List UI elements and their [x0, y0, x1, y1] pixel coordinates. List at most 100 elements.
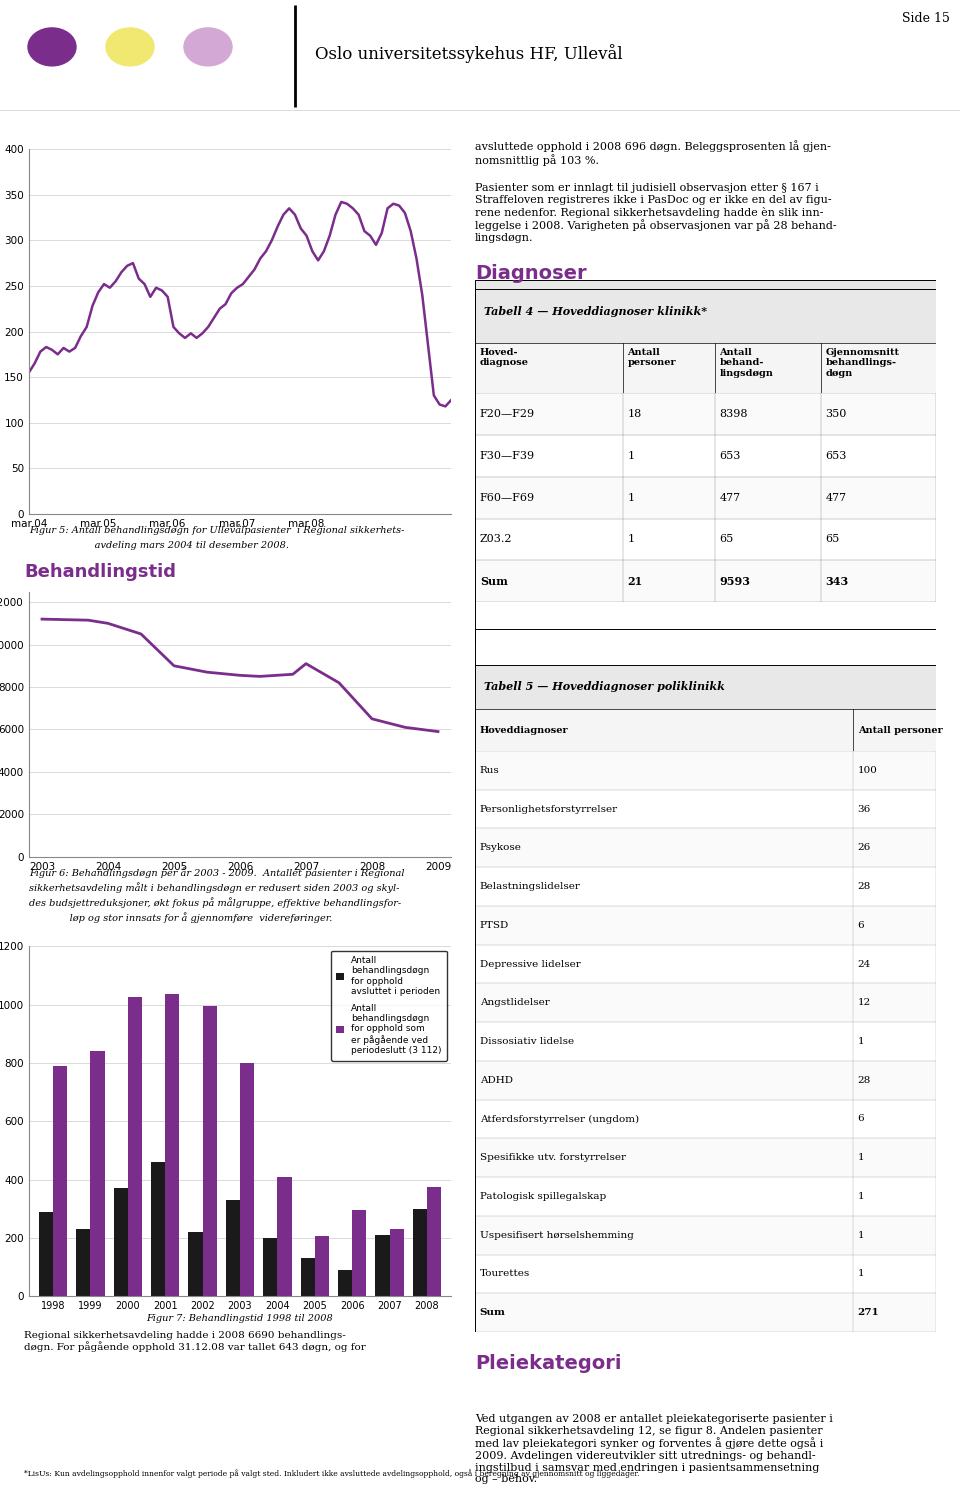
Text: 9593: 9593	[719, 575, 751, 587]
Ellipse shape	[106, 28, 154, 66]
Bar	[90, 1052, 105, 1296]
Bar	[413, 1208, 427, 1296]
Text: Side 15: Side 15	[902, 12, 950, 25]
Text: 36: 36	[857, 805, 871, 814]
Bar	[338, 1269, 352, 1296]
Text: F20—F29: F20—F29	[480, 410, 535, 419]
Bar	[352, 1210, 367, 1296]
Bar	[151, 1162, 165, 1296]
Text: Personlighetsforstyrrelser: Personlighetsforstyrrelser	[480, 805, 618, 814]
Bar	[203, 1006, 217, 1296]
Text: Antall personer: Antall personer	[857, 726, 943, 735]
Text: Oslo universitetssykehus HF, Ullevål: Oslo universitetssykehus HF, Ullevål	[315, 45, 623, 64]
Text: avsluttede opphold i 2008 696 døgn. Beleggsprosenten lå gjen-
nomsnittlig på 103: avsluttede opphold i 2008 696 døgn. Bele…	[475, 140, 831, 165]
Text: Hoved-
diagnose: Hoved- diagnose	[480, 347, 529, 367]
Text: Angstlidelser: Angstlidelser	[480, 998, 549, 1007]
Text: Gjennomsnitt
behandlings-
døgn: Gjennomsnitt behandlings- døgn	[826, 347, 900, 377]
Bar	[390, 1229, 404, 1296]
Text: 1: 1	[857, 1153, 864, 1162]
Text: avdeling mars 2004 til desember 2008.: avdeling mars 2004 til desember 2008.	[29, 541, 289, 550]
Bar	[263, 1238, 277, 1296]
Bar	[113, 1189, 128, 1296]
Bar	[39, 1211, 53, 1296]
Text: Tabell 4 — Hoveddiagnoser klinikk*: Tabell 4 — Hoveddiagnoser klinikk*	[485, 305, 708, 317]
Text: 21: 21	[627, 575, 642, 587]
Text: 26: 26	[857, 843, 871, 852]
Text: PTSD: PTSD	[480, 921, 509, 930]
Bar	[427, 1188, 441, 1296]
Text: F60—F69: F60—F69	[480, 493, 535, 502]
Text: Hoveddiagnoser: Hoveddiagnoser	[480, 726, 568, 735]
Text: Z03.2: Z03.2	[480, 535, 513, 544]
Text: 65: 65	[719, 535, 733, 544]
Text: 1: 1	[627, 451, 635, 460]
Text: Dissosiativ lidelse: Dissosiativ lidelse	[480, 1037, 574, 1046]
Text: Patologisk spillegalskap: Patologisk spillegalskap	[480, 1192, 606, 1201]
Text: Rus: Rus	[480, 766, 499, 775]
Bar	[240, 1062, 254, 1296]
Text: des budsjettreduksjoner, økt fokus på målgruppe, effektive behandlingsfor-: des budsjettreduksjoner, økt fokus på må…	[29, 897, 401, 907]
Text: 350: 350	[826, 410, 847, 419]
Text: Pleiekategori: Pleiekategori	[475, 1354, 622, 1374]
Text: Diagnoser: Diagnoser	[475, 264, 587, 283]
Text: 477: 477	[826, 493, 847, 502]
Text: sikkerhetsavdeling målt i behandlingsdøgn er redusert siden 2003 og skyl-: sikkerhetsavdeling målt i behandlingsdøg…	[29, 882, 399, 893]
Bar	[165, 994, 180, 1296]
Text: 1: 1	[627, 493, 635, 502]
Text: 28: 28	[857, 1076, 871, 1085]
Text: 18: 18	[627, 410, 641, 419]
Text: 8398: 8398	[719, 410, 748, 419]
Text: 1: 1	[857, 1037, 864, 1046]
Bar	[128, 997, 142, 1296]
Text: 1: 1	[857, 1192, 864, 1201]
Text: 24: 24	[857, 960, 871, 969]
Text: Psykose: Psykose	[480, 843, 521, 852]
Bar	[300, 1259, 315, 1296]
Text: Antall
behand-
lingsdøgn: Antall behand- lingsdøgn	[719, 347, 774, 377]
Text: Tabell 5 — Hoveddiagnoser poliklinikk: Tabell 5 — Hoveddiagnoser poliklinikk	[485, 681, 726, 693]
Text: Sum: Sum	[480, 575, 508, 587]
Text: 65: 65	[826, 535, 840, 544]
Bar	[226, 1199, 240, 1296]
Bar	[188, 1232, 203, 1296]
Text: Tourettes: Tourettes	[480, 1269, 530, 1278]
Text: 477: 477	[719, 493, 740, 502]
Text: Behandlingstid: Behandlingstid	[24, 563, 176, 581]
Bar	[315, 1237, 329, 1296]
Text: Regional sikkerhetsavdeling hadde i 2008 6690 behandlings-
døgn. For pågående op: Regional sikkerhetsavdeling hadde i 2008…	[24, 1331, 366, 1351]
Text: Sum: Sum	[480, 1308, 506, 1317]
Text: 12: 12	[857, 998, 871, 1007]
Text: Figur 6: Behandlingsdøgn per år 2003 - 2009.  Antallet pasienter i Regional: Figur 6: Behandlingsdøgn per år 2003 - 2…	[29, 867, 404, 878]
Text: 6: 6	[857, 1115, 864, 1123]
Text: Antall
personer: Antall personer	[627, 347, 676, 367]
Bar	[53, 1065, 67, 1296]
Text: Depressive lidelser: Depressive lidelser	[480, 960, 581, 969]
Text: 1: 1	[857, 1231, 864, 1240]
Text: Pasienter som er innlagt til judisiell observasjon etter § 167 i
Straffeloven re: Pasienter som er innlagt til judisiell o…	[475, 183, 837, 243]
Text: Figur 7: Behandlingstid 1998 til 2008: Figur 7: Behandlingstid 1998 til 2008	[147, 1314, 333, 1323]
Text: 6: 6	[857, 921, 864, 930]
Text: ADHD: ADHD	[480, 1076, 513, 1085]
Text: *LisUs: Kun avdelingsopphold innenfor valgt periode på valgt sted. Inkludert ikk: *LisUs: Kun avdelingsopphold innenfor va…	[24, 1469, 639, 1478]
Text: F30—F39: F30—F39	[480, 451, 535, 460]
Text: 100: 100	[857, 766, 877, 775]
Text: 28: 28	[857, 882, 871, 891]
Text: løp og stor innsats for å gjennomføre  videreføringer.: løp og stor innsats for å gjennomføre vi…	[29, 912, 332, 922]
Text: 1: 1	[857, 1269, 864, 1278]
Text: 653: 653	[826, 451, 847, 460]
Text: Atferdsforstyrrelser (ungdom): Atferdsforstyrrelser (ungdom)	[480, 1115, 639, 1123]
Ellipse shape	[184, 28, 232, 66]
Text: 343: 343	[826, 575, 849, 587]
Bar	[277, 1177, 292, 1296]
Text: Belastningslidelser: Belastningslidelser	[480, 882, 581, 891]
Ellipse shape	[28, 28, 76, 66]
Bar	[375, 1235, 390, 1296]
Bar	[76, 1229, 90, 1296]
Text: 271: 271	[857, 1308, 879, 1317]
Legend: Antall
behandlingsdøgn
for opphold
avsluttet i perioden, Antall
behandlingsdøgn
: Antall behandlingsdøgn for opphold avslu…	[331, 951, 446, 1061]
Text: Uspesifisert hørselshemming: Uspesifisert hørselshemming	[480, 1231, 634, 1240]
Text: Spesifikke utv. forstyrrelser: Spesifikke utv. forstyrrelser	[480, 1153, 626, 1162]
Text: Figur 5: Antall behandlingsdøgn for Ullevålpasienter  i Regional sikkerhets-: Figur 5: Antall behandlingsdøgn for Ulle…	[29, 524, 404, 535]
Text: Ved utgangen av 2008 er antallet pleiekategoriserte pasienter i
Regional sikkerh: Ved utgangen av 2008 er antallet pleieka…	[475, 1414, 833, 1484]
Text: 1: 1	[627, 535, 635, 544]
